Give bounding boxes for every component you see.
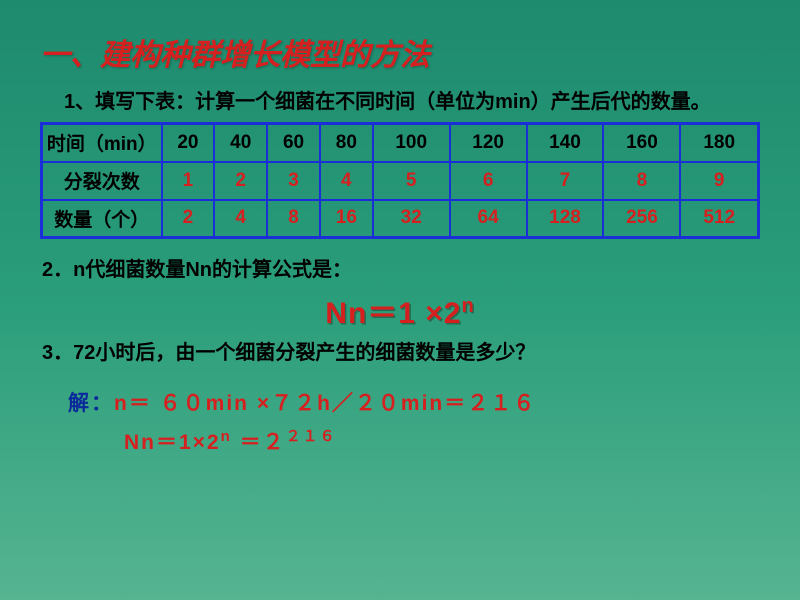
time-cell: 100 bbox=[373, 124, 450, 162]
split-cell: 7 bbox=[527, 162, 604, 200]
count-cell: 256 bbox=[603, 200, 680, 238]
count-cell: 4 bbox=[214, 200, 267, 238]
slide-content: 一、建构种群增长模型的方法 1、填写下表：计算一个细菌在不同时间（单位为min）… bbox=[0, 0, 800, 476]
solution-line-1: 解：n＝ ６０min ×７２h／２０min＝２１６ bbox=[68, 383, 760, 425]
split-cell: 9 bbox=[680, 162, 758, 200]
split-cell: 1 bbox=[162, 162, 215, 200]
count-cell: 128 bbox=[527, 200, 604, 238]
table-row-splits: 分裂次数 1 2 3 4 5 6 7 8 9 bbox=[42, 162, 759, 200]
solution-label: 解： bbox=[68, 392, 114, 415]
count-cell: 8 bbox=[267, 200, 320, 238]
split-cell: 2 bbox=[214, 162, 267, 200]
formula: Nn＝1 ×2n bbox=[40, 288, 760, 332]
solution-text-2a: Nn＝1×2 bbox=[124, 431, 221, 454]
solution-exp-1: n bbox=[221, 428, 232, 445]
time-cell: 80 bbox=[320, 124, 373, 162]
time-cell: 20 bbox=[162, 124, 215, 162]
section-title: 一、建构种群增长模型的方法 bbox=[40, 30, 760, 74]
solution-exp-2: ２１６ bbox=[286, 428, 337, 445]
row-label-time: 时间（min） bbox=[42, 124, 162, 162]
formula-exponent: n bbox=[462, 295, 475, 317]
solution-line-2: Nn＝1×2n ＝２２１６ bbox=[124, 425, 760, 456]
time-cell: 40 bbox=[214, 124, 267, 162]
bacteria-table: 时间（min） 20 40 60 80 100 120 140 160 180 … bbox=[40, 122, 760, 239]
count-cell: 32 bbox=[373, 200, 450, 238]
split-cell: 6 bbox=[450, 162, 527, 200]
split-cell: 3 bbox=[267, 162, 320, 200]
prompt-3: 3．72小时后，由一个细菌分裂产生的细菌数量是多少？ bbox=[42, 336, 760, 365]
solution-text-1: n＝ ６０min ×７２h／２０min＝２１６ bbox=[114, 392, 536, 415]
formula-base: Nn＝1 ×2 bbox=[325, 297, 461, 330]
row-label-splits: 分裂次数 bbox=[42, 162, 162, 200]
time-cell: 120 bbox=[450, 124, 527, 162]
row-label-count: 数量（个） bbox=[42, 200, 162, 238]
split-cell: 8 bbox=[603, 162, 680, 200]
count-cell: 16 bbox=[320, 200, 373, 238]
count-cell: 512 bbox=[680, 200, 758, 238]
count-cell: 64 bbox=[450, 200, 527, 238]
count-cell: 2 bbox=[162, 200, 215, 238]
table-row-time: 时间（min） 20 40 60 80 100 120 140 160 180 bbox=[42, 124, 759, 162]
time-cell: 60 bbox=[267, 124, 320, 162]
time-cell: 160 bbox=[603, 124, 680, 162]
prompt-2: 2．n代细菌数量Nn的计算公式是： bbox=[42, 253, 760, 282]
solution-text-2b: ＝２ bbox=[232, 431, 286, 454]
time-cell: 180 bbox=[680, 124, 758, 162]
prompt-1: 1、填写下表：计算一个细菌在不同时间（单位为min）产生后代的数量。 bbox=[64, 88, 760, 116]
split-cell: 4 bbox=[320, 162, 373, 200]
table-row-count: 数量（个） 2 4 8 16 32 64 128 256 512 bbox=[42, 200, 759, 238]
time-cell: 140 bbox=[527, 124, 604, 162]
split-cell: 5 bbox=[373, 162, 450, 200]
